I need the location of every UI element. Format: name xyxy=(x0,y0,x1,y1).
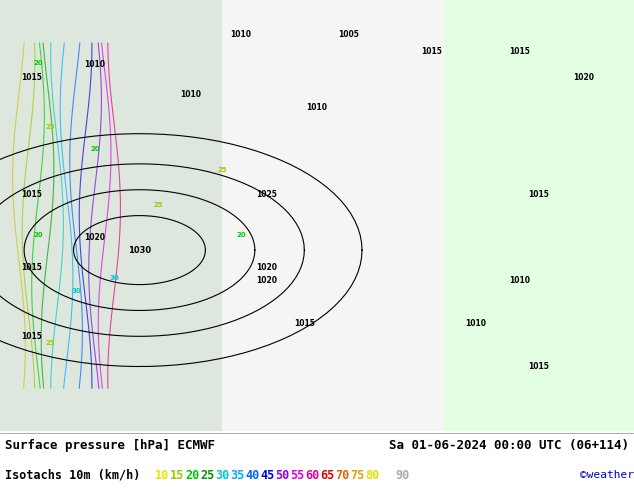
Text: Surface pressure [hPa] ECMWF: Surface pressure [hPa] ECMWF xyxy=(5,440,215,452)
Text: Isotachs 10m (km/h): Isotachs 10m (km/h) xyxy=(5,469,155,482)
Bar xyxy=(222,0,444,431)
Text: 20: 20 xyxy=(90,146,100,152)
Text: 20: 20 xyxy=(33,232,43,238)
Text: 45: 45 xyxy=(260,469,275,482)
Text: 80: 80 xyxy=(365,469,379,482)
Text: Sa 01-06-2024 00:00 UTC (06+114): Sa 01-06-2024 00:00 UTC (06+114) xyxy=(389,440,629,452)
Text: 1015: 1015 xyxy=(529,362,549,371)
Text: 1005: 1005 xyxy=(339,30,359,39)
Text: 85: 85 xyxy=(380,469,394,482)
Text: 1010: 1010 xyxy=(84,60,106,69)
Text: 1015: 1015 xyxy=(294,319,314,328)
Text: 1010: 1010 xyxy=(509,276,531,285)
Text: 75: 75 xyxy=(350,469,365,482)
Text: 10: 10 xyxy=(155,469,169,482)
Text: 30: 30 xyxy=(71,288,81,294)
Text: 35: 35 xyxy=(230,469,244,482)
Text: 1020: 1020 xyxy=(573,73,594,82)
Text: 25: 25 xyxy=(46,340,55,346)
Text: 65: 65 xyxy=(320,469,334,482)
Text: 1015: 1015 xyxy=(510,47,530,56)
Text: ©weatheronline.co.uk: ©weatheronline.co.uk xyxy=(580,470,634,480)
Text: 20: 20 xyxy=(33,60,43,66)
Text: 1010: 1010 xyxy=(306,103,328,112)
Bar xyxy=(444,0,634,431)
Text: 50: 50 xyxy=(275,469,289,482)
Text: 1020: 1020 xyxy=(256,276,277,285)
Text: 1010: 1010 xyxy=(179,90,201,99)
Text: 30: 30 xyxy=(109,275,119,281)
Text: 25: 25 xyxy=(217,168,226,173)
Text: 1015: 1015 xyxy=(529,190,549,198)
Text: 60: 60 xyxy=(305,469,320,482)
Text: 1015: 1015 xyxy=(22,73,42,82)
Text: 1015: 1015 xyxy=(22,263,42,272)
Text: 1015: 1015 xyxy=(22,190,42,198)
Text: 15: 15 xyxy=(170,469,184,482)
Text: 20: 20 xyxy=(185,469,199,482)
Text: 25: 25 xyxy=(154,202,163,208)
Text: 1015: 1015 xyxy=(22,332,42,341)
Text: 25: 25 xyxy=(46,124,55,130)
Text: 1025: 1025 xyxy=(256,190,276,198)
Text: 40: 40 xyxy=(245,469,259,482)
Text: 30: 30 xyxy=(215,469,230,482)
Text: 1015: 1015 xyxy=(421,47,441,56)
Text: 1010: 1010 xyxy=(230,30,252,39)
Text: 25: 25 xyxy=(200,469,214,482)
Text: 20: 20 xyxy=(236,232,246,238)
Text: 1020: 1020 xyxy=(256,263,277,272)
Bar xyxy=(0,0,222,431)
Text: 1020: 1020 xyxy=(84,233,106,242)
Text: 1030: 1030 xyxy=(128,245,151,255)
Text: 70: 70 xyxy=(335,469,349,482)
Text: 1010: 1010 xyxy=(465,319,486,328)
Text: 90: 90 xyxy=(395,469,410,482)
Text: 55: 55 xyxy=(290,469,304,482)
